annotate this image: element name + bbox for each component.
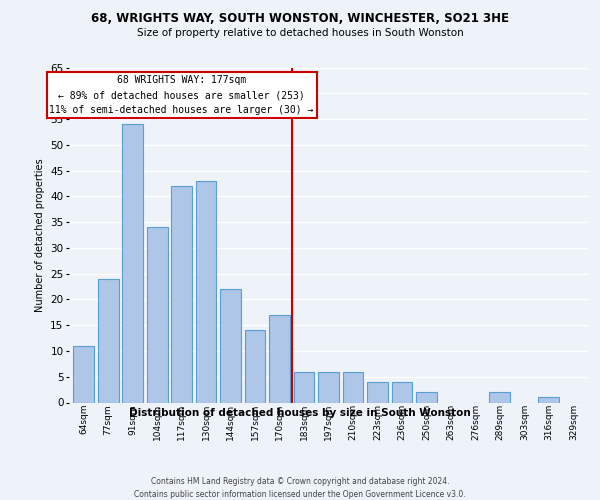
- Bar: [73, 346, 94, 403]
- Bar: [343, 372, 364, 402]
- Bar: [490, 392, 510, 402]
- Bar: [122, 124, 143, 402]
- Text: Distribution of detached houses by size in South Wonston: Distribution of detached houses by size …: [129, 408, 471, 418]
- Bar: [220, 289, 241, 403]
- Bar: [147, 228, 167, 402]
- Text: Contains HM Land Registry data © Crown copyright and database right 2024.
Contai: Contains HM Land Registry data © Crown c…: [134, 478, 466, 499]
- Text: Size of property relative to detached houses in South Wonston: Size of property relative to detached ho…: [137, 28, 463, 38]
- Bar: [416, 392, 437, 402]
- Bar: [367, 382, 388, 402]
- Bar: [196, 181, 217, 402]
- Bar: [318, 372, 339, 402]
- Bar: [171, 186, 192, 402]
- Bar: [269, 315, 290, 402]
- Bar: [392, 382, 412, 402]
- Bar: [245, 330, 265, 402]
- Text: 68, WRIGHTS WAY, SOUTH WONSTON, WINCHESTER, SO21 3HE: 68, WRIGHTS WAY, SOUTH WONSTON, WINCHEST…: [91, 12, 509, 26]
- Bar: [538, 398, 559, 402]
- Y-axis label: Number of detached properties: Number of detached properties: [35, 158, 44, 312]
- Bar: [293, 372, 314, 402]
- Bar: [98, 279, 119, 402]
- Text: 68 WRIGHTS WAY: 177sqm
← 89% of detached houses are smaller (253)
11% of semi-de: 68 WRIGHTS WAY: 177sqm ← 89% of detached…: [49, 75, 314, 115]
